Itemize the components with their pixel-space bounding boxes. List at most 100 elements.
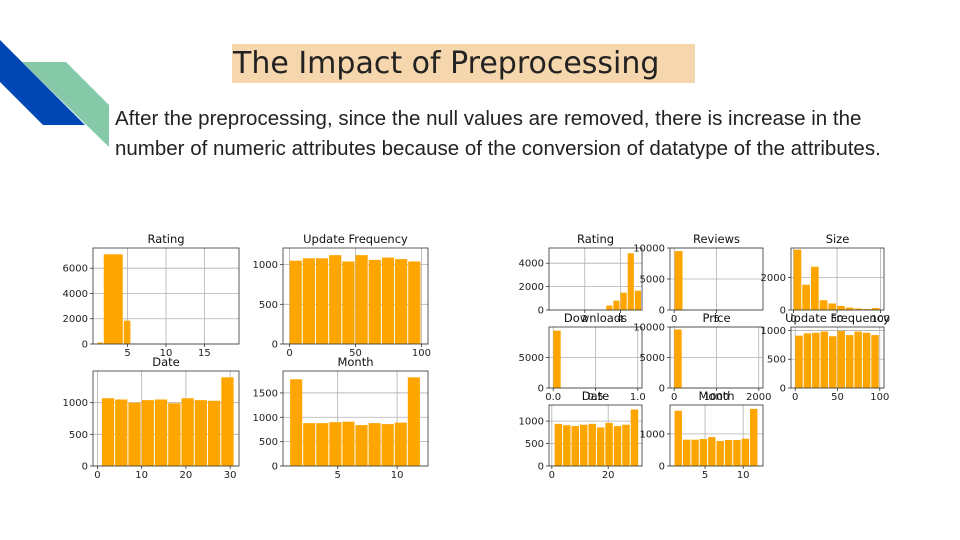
x-tick-label: 0: [286, 348, 292, 359]
y-tick-label: 0: [272, 340, 278, 351]
histogram-bar: [820, 331, 829, 388]
histogram-bar: [627, 253, 634, 310]
green-chevron-shape: [22, 62, 109, 147]
histogram-bar: [368, 259, 381, 344]
x-tick-label: 5: [702, 470, 708, 481]
histogram-bar: [381, 424, 394, 466]
blue-chevron-shape: [0, 40, 85, 125]
y-tick-label: 1000: [253, 260, 278, 271]
chart-title: Rating: [147, 232, 184, 246]
chart-title: Price: [702, 311, 730, 325]
y-tick-label: 2000: [63, 314, 88, 325]
x-tick-label: 20: [180, 470, 193, 481]
histogram-bar: [819, 300, 828, 310]
plot-frame: [548, 404, 643, 467]
y-tick-label: 4000: [519, 259, 544, 270]
histogram-bar: [674, 410, 682, 466]
histogram-bar: [553, 330, 561, 388]
x-tick-label: 10: [135, 470, 148, 481]
histogram-bar: [97, 342, 103, 344]
y-tick-label: 500: [525, 439, 544, 450]
histogram-bar: [733, 439, 741, 466]
plot-frame: [282, 370, 429, 467]
x-tick-label: 100: [412, 348, 431, 359]
x-tick-label: 5: [713, 314, 719, 325]
y-tick-label: 1000: [761, 326, 786, 337]
histogram-bar: [795, 335, 803, 388]
chart-title: Month: [698, 389, 734, 403]
plot-frame: [669, 404, 764, 467]
x-tick-label: 20: [602, 470, 615, 481]
x-tick-label: 4: [617, 314, 623, 325]
chart-title: Downloads: [564, 311, 627, 325]
histogram-bar: [115, 399, 128, 466]
x-tick-label: 5: [334, 470, 340, 481]
x-tick-label: 0: [549, 470, 555, 481]
histogram-bar: [355, 255, 368, 344]
histogram-bar: [605, 422, 613, 466]
histogram-bar: [194, 400, 208, 466]
y-tick-label: 0: [82, 340, 88, 351]
x-tick-label: 10: [160, 348, 173, 359]
y-tick-label: 1000: [63, 398, 88, 409]
histogram-bar: [699, 439, 708, 466]
y-tick-label: 1000: [253, 413, 278, 424]
y-tick-label: 2000: [519, 282, 544, 293]
histogram-bar: [394, 422, 407, 466]
y-tick-label: 0: [780, 306, 786, 317]
histogram-bar: [613, 300, 620, 310]
y-tick-label: 10000: [633, 244, 665, 255]
histogram-bar: [554, 423, 563, 466]
histogram-bar: [329, 255, 342, 344]
histogram-bar: [871, 308, 880, 310]
plot-frame: [790, 247, 885, 311]
x-tick-label: 1.0: [630, 392, 646, 403]
histogram-bar: [674, 329, 682, 388]
x-tick-label: 0: [94, 470, 100, 481]
x-tick-label: 1000: [704, 392, 729, 403]
y-tick-label: 4000: [63, 289, 88, 300]
y-tick-label: 500: [767, 355, 786, 366]
histogram-bar: [716, 440, 724, 466]
chart-title: Reviews: [693, 232, 740, 246]
histogram-bar: [381, 257, 395, 344]
histogram-bar: [407, 377, 420, 466]
y-tick-label: 0: [659, 306, 665, 317]
histogram-bar: [395, 259, 408, 344]
x-tick-label: 0.5: [588, 392, 604, 403]
x-tick-label: 5: [124, 348, 130, 359]
histogram-bar: [580, 424, 588, 466]
histogram-bar: [221, 377, 234, 466]
histogram-bar: [103, 254, 123, 344]
histogram-bar: [368, 423, 381, 466]
histogram-bar: [812, 332, 820, 388]
histogram-bar: [802, 284, 810, 310]
y-tick-label: 5000: [640, 275, 665, 286]
x-tick-label: 50: [831, 314, 844, 325]
y-tick-label: 2000: [761, 273, 786, 284]
slide-title: The Impact of Preprocessing: [232, 44, 695, 83]
y-tick-label: 0: [659, 462, 665, 473]
histogram-bar: [154, 399, 168, 466]
y-tick-label: 6000: [63, 264, 88, 275]
x-tick-label: 100: [870, 392, 889, 403]
histogram-bar: [342, 261, 355, 344]
histogram-bar: [123, 320, 131, 344]
histogram-bar: [316, 423, 329, 466]
histogram-bar: [588, 423, 596, 466]
y-tick-label: 5000: [640, 353, 665, 364]
plot-frame: [548, 247, 643, 311]
y-tick-label: 1500: [253, 388, 278, 399]
histogram-bar: [303, 423, 316, 466]
histogram-bar: [674, 251, 683, 310]
histogram-bar: [289, 260, 302, 344]
histogram-bar: [355, 425, 368, 466]
chart-title: Date: [582, 389, 610, 403]
histogram-bar: [128, 402, 141, 466]
histogram-bar: [141, 400, 154, 466]
chart-title: Size: [826, 232, 850, 246]
histogram-bar: [329, 422, 342, 466]
histogram-bar: [854, 308, 863, 310]
histogram-bar: [596, 427, 605, 466]
histogram-bar: [563, 425, 571, 466]
